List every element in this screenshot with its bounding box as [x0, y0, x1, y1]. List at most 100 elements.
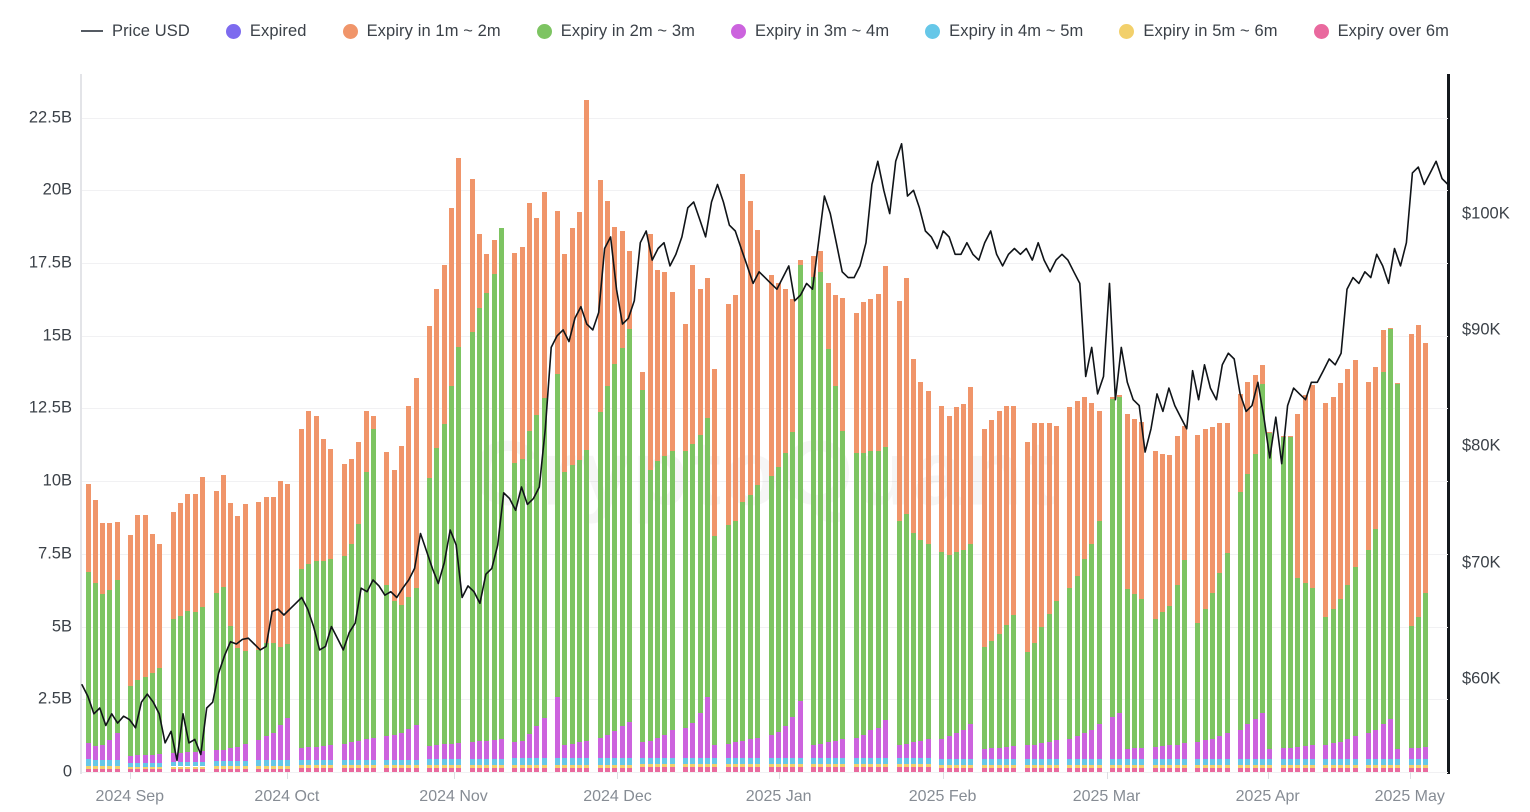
bar[interactable]: [1195, 434, 1201, 772]
bar[interactable]: [896, 300, 902, 772]
bar[interactable]: [1217, 423, 1223, 772]
bar[interactable]: [1011, 405, 1017, 772]
bar[interactable]: [1046, 423, 1052, 772]
bar[interactable]: [981, 428, 987, 772]
bar[interactable]: [705, 277, 711, 772]
bar[interactable]: [1345, 368, 1351, 772]
bar[interactable]: [313, 415, 319, 772]
bar[interactable]: [1309, 384, 1315, 772]
bar[interactable]: [755, 229, 760, 772]
bar[interactable]: [953, 407, 959, 772]
bar[interactable]: [939, 405, 945, 772]
bar[interactable]: [1366, 381, 1372, 772]
bar[interactable]: [235, 516, 241, 772]
bar[interactable]: [441, 264, 447, 772]
bar[interactable]: [584, 100, 590, 772]
bar[interactable]: [178, 503, 184, 772]
bar[interactable]: [918, 382, 924, 772]
bar[interactable]: [92, 499, 98, 772]
bar[interactable]: [1139, 421, 1145, 772]
bar[interactable]: [555, 210, 561, 772]
bar[interactable]: [1330, 396, 1336, 772]
legend-item-7[interactable]: Expiry over 6m: [1313, 22, 1449, 41]
bar[interactable]: [1003, 405, 1009, 772]
bar[interactable]: [526, 203, 532, 772]
bar[interactable]: [278, 481, 284, 772]
bar[interactable]: [1224, 423, 1230, 772]
bar[interactable]: [263, 497, 269, 772]
bar[interactable]: [306, 411, 312, 772]
bar[interactable]: [1302, 395, 1308, 772]
bar[interactable]: [448, 207, 454, 772]
bar[interactable]: [768, 274, 774, 772]
bar[interactable]: [157, 543, 163, 772]
bar[interactable]: [484, 254, 490, 772]
bar[interactable]: [242, 504, 248, 772]
bar[interactable]: [619, 231, 625, 772]
bar[interactable]: [925, 391, 931, 772]
legend-item-0[interactable]: Price USD: [80, 22, 190, 41]
bar[interactable]: [725, 303, 731, 772]
bar[interactable]: [1096, 411, 1102, 772]
bar[interactable]: [1202, 428, 1208, 772]
bar[interactable]: [298, 428, 304, 772]
bar[interactable]: [1388, 327, 1394, 772]
bar[interactable]: [1395, 383, 1401, 772]
legend-item-2[interactable]: Expiry in 1m ~ 2m: [342, 22, 501, 41]
bar[interactable]: [1089, 402, 1095, 772]
bar[interactable]: [1288, 436, 1294, 772]
bar[interactable]: [1245, 382, 1251, 772]
bar[interactable]: [861, 302, 867, 772]
bar[interactable]: [100, 522, 106, 772]
bar[interactable]: [1081, 396, 1087, 772]
bar[interactable]: [1408, 333, 1414, 772]
bar[interactable]: [1039, 423, 1045, 772]
bar[interactable]: [1252, 375, 1258, 772]
bar[interactable]: [107, 523, 113, 772]
bar[interactable]: [1110, 396, 1115, 772]
bar[interactable]: [868, 299, 874, 772]
bar[interactable]: [740, 174, 746, 772]
bar[interactable]: [1338, 383, 1344, 772]
bar[interactable]: [996, 411, 1002, 772]
bar[interactable]: [1380, 328, 1386, 772]
bar[interactable]: [612, 226, 618, 772]
bar[interactable]: [1131, 418, 1137, 772]
bar[interactable]: [690, 264, 696, 772]
bar[interactable]: [370, 415, 376, 772]
bar[interactable]: [1181, 425, 1187, 772]
bar[interactable]: [128, 534, 134, 772]
bar[interactable]: [541, 191, 547, 772]
bar[interactable]: [1074, 401, 1080, 772]
bar[interactable]: [1167, 455, 1173, 772]
bar[interactable]: [406, 405, 412, 772]
bar[interactable]: [1174, 436, 1180, 772]
bar[interactable]: [1152, 450, 1158, 772]
bar[interactable]: [712, 369, 718, 772]
bar[interactable]: [1124, 414, 1130, 772]
bar[interactable]: [790, 299, 796, 772]
bar[interactable]: [903, 277, 909, 772]
bar[interactable]: [434, 289, 440, 772]
bar[interactable]: [320, 439, 326, 772]
bar[interactable]: [1416, 325, 1422, 772]
bar[interactable]: [213, 491, 219, 772]
bar[interactable]: [640, 372, 646, 772]
legend-item-5[interactable]: Expiry in 4m ~ 5m: [925, 22, 1083, 41]
legend-item-4[interactable]: Expiry in 3m ~ 4m: [730, 22, 889, 41]
bar[interactable]: [647, 233, 653, 772]
bar[interactable]: [469, 178, 475, 772]
bar[interactable]: [1267, 431, 1273, 772]
bar[interactable]: [114, 521, 120, 772]
bar[interactable]: [512, 252, 518, 772]
bar[interactable]: [961, 404, 967, 772]
bar[interactable]: [476, 233, 482, 772]
bar[interactable]: [1209, 427, 1215, 772]
bar[interactable]: [626, 251, 632, 772]
bar[interactable]: [875, 293, 881, 772]
bar[interactable]: [775, 283, 781, 772]
bar[interactable]: [192, 494, 198, 772]
bar[interactable]: [185, 494, 191, 772]
bar[interactable]: [427, 325, 432, 772]
bar[interactable]: [747, 200, 753, 772]
